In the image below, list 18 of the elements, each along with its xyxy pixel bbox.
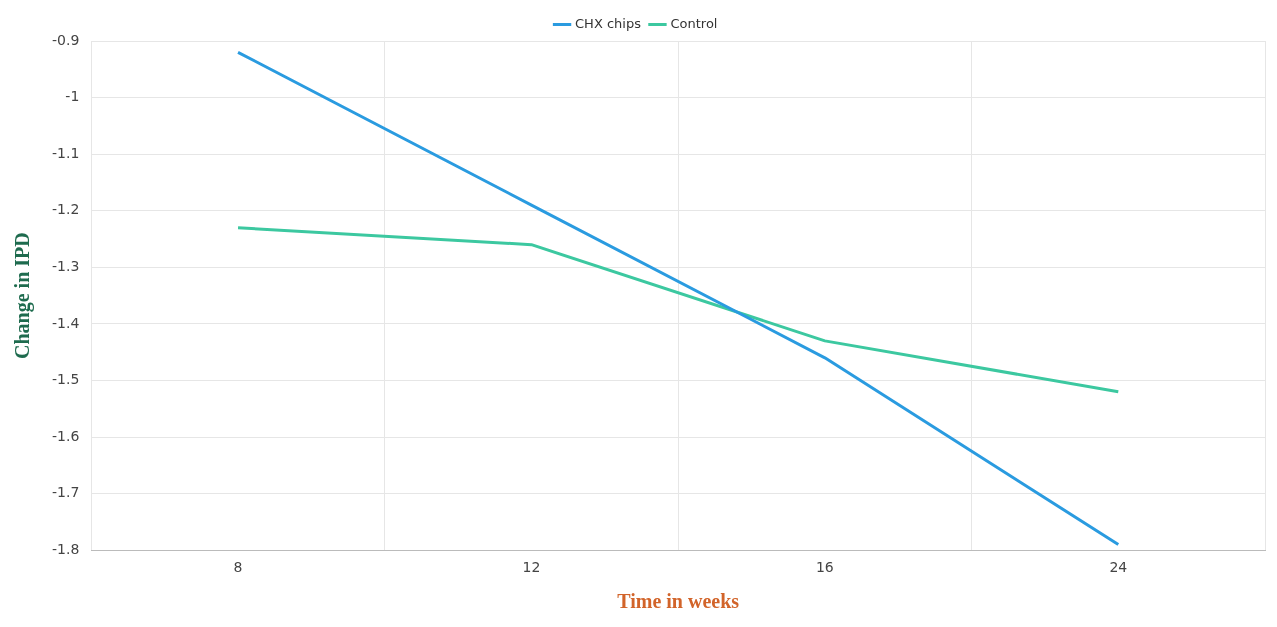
y-tick-label: -1.5 — [51, 371, 80, 388]
y-tick-label: -1.3 — [51, 257, 80, 274]
y-tick-label: -1.6 — [51, 427, 80, 444]
x-tick-label: 8 — [233, 559, 243, 576]
legend-label: Control — [670, 15, 718, 31]
y-tick-label: -1.7 — [51, 484, 80, 501]
x-tick-label: 16 — [815, 559, 834, 576]
y-tick-label: -1 — [65, 88, 80, 105]
x-axis-title: Time in weeks — [617, 590, 740, 613]
y-tick-label: -1.1 — [51, 144, 80, 161]
legend-label: CHX chips — [575, 15, 642, 31]
y-tick-label: -1.8 — [51, 540, 80, 557]
x-tick-label: 24 — [1109, 559, 1128, 576]
y-tick-label: -0.9 — [51, 31, 80, 48]
y-tick-label: -1.2 — [51, 201, 80, 218]
x-tick-label: 12 — [522, 559, 541, 576]
y-axis-title: Change in IPD — [11, 232, 35, 359]
y-tick-label: -1.4 — [51, 314, 80, 331]
